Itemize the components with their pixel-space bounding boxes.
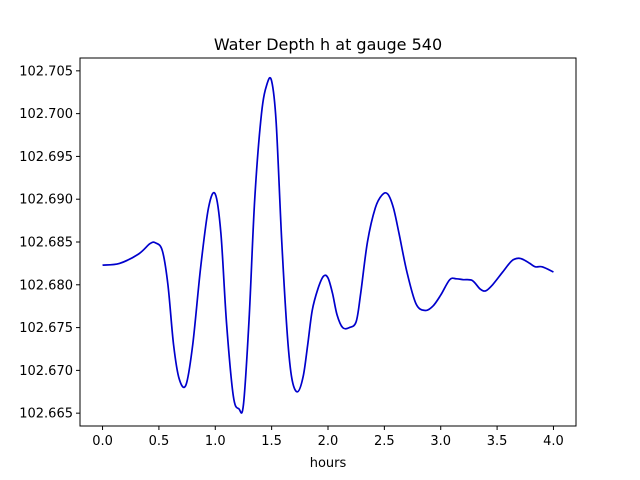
x-tick-label: 4.0 (543, 434, 564, 449)
y-tick-label: 102.700 (19, 107, 73, 122)
plot-area (79, 57, 577, 427)
x-axis-label: hours (310, 456, 347, 471)
y-tick-label: 102.705 (19, 64, 73, 79)
chart-title: Water Depth h at gauge 540 (214, 35, 442, 54)
y-tick-label: 102.695 (19, 150, 73, 165)
x-tick-label: 1.5 (261, 434, 282, 449)
y-axis: 102.665 102.670 102.675 102.680 102.685 102.6… (19, 64, 80, 422)
series-line (102, 76, 554, 414)
x-tick-label: 1.0 (205, 434, 226, 449)
x-tick-label: 3.0 (430, 434, 451, 449)
y-tick-label: 102.670 (19, 364, 73, 379)
x-tick-label: 2.5 (374, 434, 395, 449)
y-tick-label: 102.685 (19, 236, 73, 251)
y-tick-label: 102.690 (19, 193, 73, 208)
x-tick-label: 2.0 (318, 434, 339, 449)
x-axis: 0.0 0.5 1.0 1.5 2.0 2.5 3.0 3.5 4.0 (92, 426, 564, 449)
x-tick-label: 3.5 (487, 434, 508, 449)
y-tick-label: 102.680 (19, 278, 73, 293)
x-tick-label: 0.5 (149, 434, 170, 449)
y-tick-label: 102.665 (19, 407, 73, 422)
y-tick-label: 102.675 (19, 321, 73, 336)
x-tick-label: 0.0 (92, 434, 113, 449)
